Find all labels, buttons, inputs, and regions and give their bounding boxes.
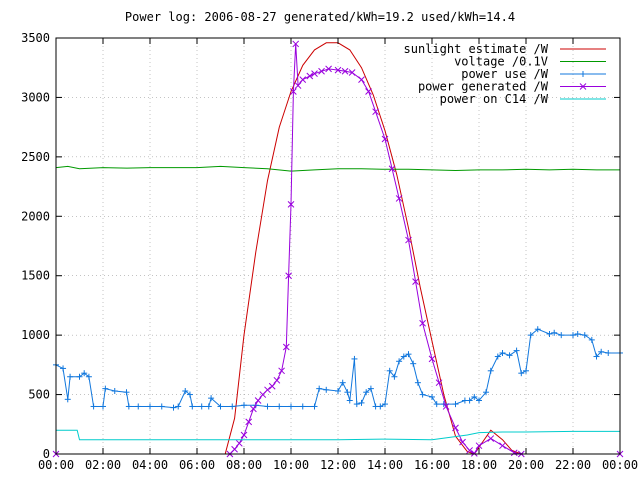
x-tick-label: 20:00 — [508, 458, 544, 472]
x-tick-label: 12:00 — [320, 458, 356, 472]
data-point — [306, 72, 314, 80]
legend-label: voltage /0.1V — [454, 55, 548, 69]
series-1 — [55, 165, 620, 172]
data-point — [475, 442, 483, 450]
data-point — [264, 386, 271, 394]
data-point — [341, 67, 349, 75]
data-point — [419, 319, 426, 327]
data-point — [348, 69, 356, 76]
data-point — [452, 424, 459, 432]
data-point — [388, 165, 396, 173]
x-tick-label: 04:00 — [132, 458, 168, 472]
data-point — [499, 442, 506, 450]
data-point — [579, 83, 587, 90]
data-point — [240, 431, 248, 439]
data-point — [318, 67, 325, 75]
data-point — [299, 76, 307, 83]
data-point — [273, 376, 281, 384]
axis-ticks: 0 500 1000 1500 2000 2500 3000 3500 00:00 02:00 04… — [21, 31, 638, 472]
data-point — [287, 201, 295, 208]
data-point — [442, 403, 450, 410]
data-point — [334, 66, 342, 74]
data-point — [381, 135, 389, 143]
data-point — [510, 449, 518, 457]
data-point — [466, 447, 473, 454]
series-line — [55, 328, 620, 409]
data-point — [289, 88, 297, 95]
data-point — [245, 418, 253, 426]
data-point — [292, 40, 300, 48]
data-point — [405, 236, 412, 244]
y-tick-label: 500 — [28, 388, 50, 402]
x-tick-label: 02:00 — [85, 458, 121, 472]
x-tick-label: 08:00 — [226, 458, 262, 472]
data-point — [294, 82, 302, 89]
x-tick-label: 06:00 — [179, 458, 215, 472]
series-4 — [56, 429, 620, 441]
data-point — [282, 343, 290, 351]
data-point — [435, 379, 443, 387]
y-tick-label: 3000 — [21, 90, 50, 104]
series-line — [55, 165, 620, 172]
y-tick-label: 1000 — [21, 328, 50, 342]
x-tick-label: 22:00 — [555, 458, 591, 472]
x-tick-label: 10:00 — [273, 458, 309, 472]
x-tick-label: 16:00 — [414, 458, 450, 472]
series-lines — [52, 40, 624, 458]
series-2 — [53, 326, 623, 411]
data-point — [278, 367, 285, 375]
data-point — [358, 76, 365, 83]
y-tick-label: 3500 — [21, 31, 50, 45]
y-tick-label: 2000 — [21, 209, 50, 223]
data-point — [285, 272, 293, 280]
x-tick-label: 14:00 — [367, 458, 403, 472]
chart-title: Power log: 2006-08-27 generated/kWh=19.2… — [124, 10, 516, 24]
data-point — [325, 65, 332, 73]
data-point — [254, 397, 262, 404]
data-point — [365, 88, 372, 95]
data-point — [395, 195, 403, 202]
legend-label: sunlight estimate /W — [404, 42, 549, 56]
data-point — [268, 382, 276, 390]
data-point — [428, 355, 436, 363]
series-line — [56, 429, 620, 441]
data-point — [231, 445, 238, 453]
legend-label: power use /W — [461, 67, 548, 81]
series-3 — [52, 40, 624, 458]
data-point — [311, 70, 318, 78]
grid — [56, 38, 620, 454]
legend-label: power generated /W — [418, 80, 549, 94]
data-point — [459, 438, 466, 446]
legend-label: power on C14 /W — [440, 92, 549, 106]
x-tick-label: 00:00 — [38, 458, 74, 472]
y-tick-label: 0 — [43, 447, 50, 461]
data-point — [487, 435, 495, 442]
x-tick-label: 18:00 — [461, 458, 497, 472]
x-tick-label: 00:00 — [602, 458, 638, 472]
y-tick-label: 1500 — [21, 269, 50, 283]
data-point — [412, 278, 419, 286]
data-point — [235, 439, 243, 447]
data-point — [470, 450, 478, 457]
data-point — [250, 405, 257, 413]
data-point — [372, 108, 379, 116]
y-tick-label: 2500 — [21, 150, 50, 164]
